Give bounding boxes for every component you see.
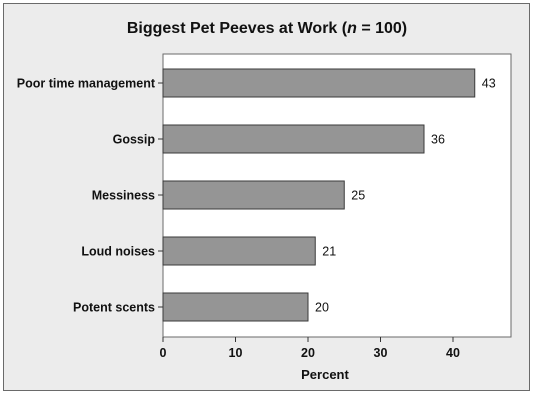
x-tick-label-3: 30 (374, 346, 388, 360)
category-label-2: Messiness (92, 189, 155, 203)
category-label-3: Loud noises (81, 245, 155, 259)
chart-title-main: Biggest Pet Peeves at Work ( (127, 20, 348, 37)
value-label-4: 20 (315, 301, 329, 315)
bar-2 (162, 180, 345, 210)
value-label-2: 25 (351, 189, 365, 203)
x-axis-label: Percent (301, 367, 349, 382)
category-label-0: Poor time management (17, 77, 156, 91)
bar-4 (162, 292, 309, 322)
chart-title: Biggest Pet Peeves at Work (n = 100) (127, 20, 407, 37)
x-tick-label-0: 0 (160, 346, 167, 360)
value-label-3: 21 (322, 245, 336, 259)
bar-1 (162, 124, 425, 154)
bar-3 (162, 236, 316, 266)
chart-title-tail: = 100) (357, 20, 407, 37)
bars-group (162, 68, 476, 322)
category-labels: Poor time management Gossip Messiness Loud … (17, 77, 163, 315)
value-label-1: 36 (431, 133, 445, 147)
category-label-4: Potent scents (73, 301, 155, 315)
value-label-0: 43 (482, 77, 496, 91)
x-axis: 0 10 20 30 40 (160, 337, 460, 360)
chart-title-n: n (347, 20, 357, 37)
value-labels: 43 36 25 21 20 (315, 77, 496, 315)
x-tick-label-2: 20 (301, 346, 315, 360)
bar-0 (162, 68, 476, 98)
x-tick-label-1: 10 (229, 346, 243, 360)
x-tick-label-4: 40 (446, 346, 460, 360)
category-label-1: Gossip (113, 133, 156, 147)
